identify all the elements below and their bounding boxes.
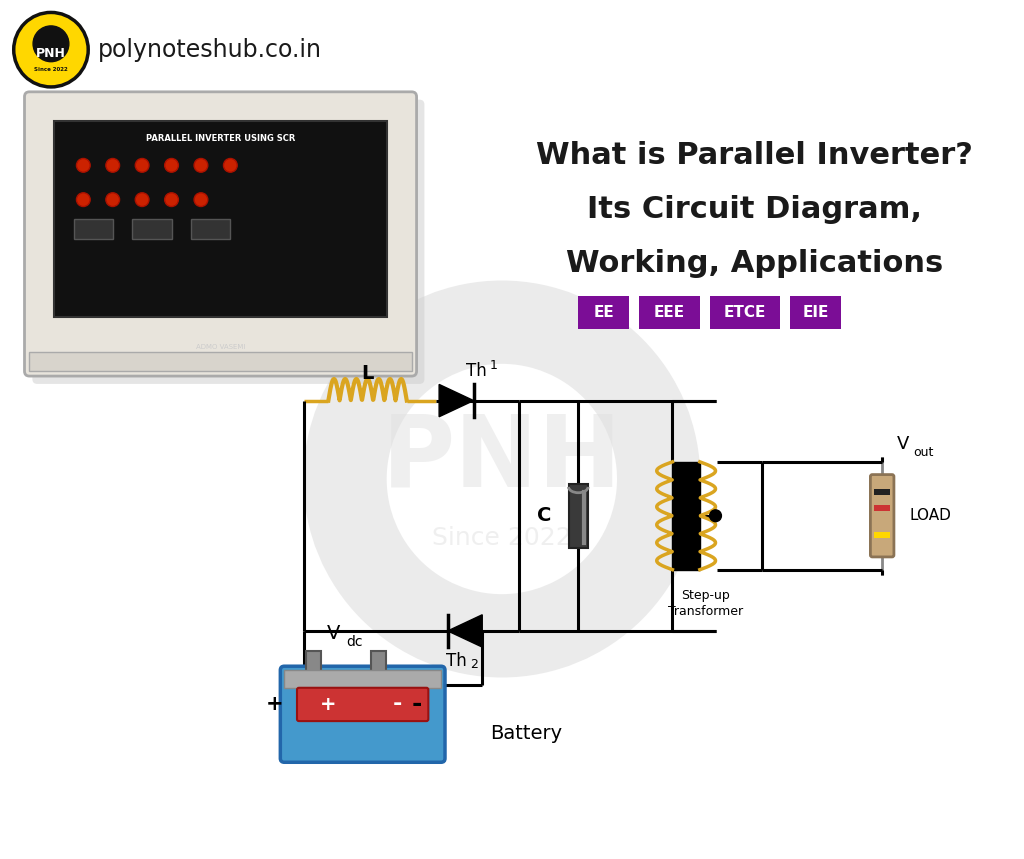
Text: PARALLEL INVERTER USING SCR: PARALLEL INVERTER USING SCR bbox=[145, 134, 295, 143]
Text: LOAD: LOAD bbox=[909, 509, 951, 523]
Circle shape bbox=[195, 192, 208, 206]
Bar bbox=[306, 650, 322, 672]
Circle shape bbox=[77, 158, 90, 172]
Text: EE: EE bbox=[594, 305, 614, 320]
Polygon shape bbox=[439, 385, 474, 417]
FancyBboxPatch shape bbox=[281, 667, 445, 762]
Text: out: out bbox=[913, 446, 934, 459]
Text: V: V bbox=[327, 624, 340, 643]
Text: Battery: Battery bbox=[490, 724, 562, 743]
Text: Transformer: Transformer bbox=[669, 605, 743, 618]
Text: Working, Applications: Working, Applications bbox=[566, 249, 943, 277]
Circle shape bbox=[165, 158, 178, 172]
Text: +: + bbox=[265, 694, 284, 715]
Circle shape bbox=[135, 192, 148, 206]
Text: L: L bbox=[361, 363, 374, 382]
Bar bbox=[874, 490, 890, 495]
Bar bbox=[568, 484, 588, 547]
Text: ADMO VASEMI: ADMO VASEMI bbox=[196, 344, 245, 350]
Bar bbox=[791, 295, 841, 329]
Bar bbox=[30, 351, 412, 371]
Circle shape bbox=[223, 158, 238, 172]
Bar bbox=[371, 650, 386, 672]
Bar bbox=[639, 295, 699, 329]
Bar bbox=[874, 533, 890, 539]
Bar bbox=[285, 670, 441, 688]
Bar bbox=[710, 295, 780, 329]
Bar bbox=[579, 295, 630, 329]
Text: PNH: PNH bbox=[382, 411, 622, 508]
Text: dc: dc bbox=[346, 635, 364, 649]
Text: EIE: EIE bbox=[803, 305, 828, 320]
Text: -: - bbox=[412, 692, 422, 716]
Text: C: C bbox=[537, 506, 551, 525]
Bar bbox=[874, 505, 890, 511]
Text: V: V bbox=[897, 436, 909, 454]
Circle shape bbox=[77, 192, 90, 206]
FancyBboxPatch shape bbox=[297, 688, 428, 721]
Circle shape bbox=[710, 510, 722, 521]
Bar bbox=[191, 219, 230, 239]
Text: +: + bbox=[321, 695, 337, 714]
Text: polynoteshub.co.in: polynoteshub.co.in bbox=[98, 38, 322, 62]
Circle shape bbox=[105, 158, 120, 172]
Text: -: - bbox=[392, 694, 401, 715]
Bar bbox=[132, 219, 172, 239]
Circle shape bbox=[13, 12, 88, 87]
Circle shape bbox=[33, 26, 69, 62]
Circle shape bbox=[135, 158, 148, 172]
Bar bbox=[673, 462, 699, 570]
Text: 1: 1 bbox=[490, 359, 498, 372]
Text: ETCE: ETCE bbox=[724, 305, 766, 320]
Text: Th: Th bbox=[466, 362, 486, 381]
Circle shape bbox=[195, 158, 208, 172]
Text: Since 2022: Since 2022 bbox=[432, 526, 571, 550]
Text: EEE: EEE bbox=[654, 305, 685, 320]
Text: 2: 2 bbox=[470, 658, 478, 672]
Bar bbox=[54, 121, 387, 317]
Text: What is Parallel Inverter?: What is Parallel Inverter? bbox=[537, 141, 973, 170]
Bar bbox=[74, 219, 113, 239]
Circle shape bbox=[165, 192, 178, 206]
Circle shape bbox=[105, 192, 120, 206]
Bar bbox=[874, 521, 890, 527]
Text: PNH: PNH bbox=[36, 47, 66, 60]
Text: Th: Th bbox=[446, 653, 467, 671]
FancyBboxPatch shape bbox=[33, 100, 424, 384]
Text: Step-up: Step-up bbox=[681, 589, 730, 602]
FancyBboxPatch shape bbox=[25, 92, 417, 376]
FancyBboxPatch shape bbox=[870, 474, 894, 557]
Text: Its Circuit Diagram,: Its Circuit Diagram, bbox=[587, 195, 923, 224]
Polygon shape bbox=[447, 615, 482, 647]
Text: Since 2022: Since 2022 bbox=[34, 67, 68, 72]
